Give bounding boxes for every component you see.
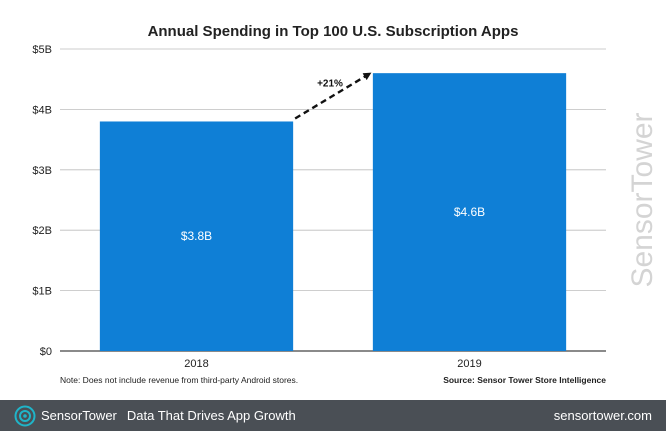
y-tick-label: $4B (32, 104, 52, 116)
footer-bar: SensorTower Data That Drives App Growth … (0, 400, 666, 431)
bar-chart: Annual Spending in Top 100 U.S. Subscrip… (32, 23, 659, 385)
y-tick-label: $2B (32, 225, 52, 237)
sensortower-watermark: SensorTower (626, 112, 659, 287)
y-tick-label: $1B (32, 286, 52, 298)
bars: $3.8B $4.6B (99, 73, 567, 351)
x-tick-label: 2018 (184, 358, 208, 370)
x-tick-label: 2019 (457, 358, 481, 370)
chart-source: Source: Sensor Tower Store Intelligence (443, 375, 606, 385)
bar-2019 (372, 73, 567, 351)
bar-value-label: $3.8B (181, 229, 212, 243)
footer-tagline: Data That Drives App Growth (126, 408, 296, 423)
brand-name-part2: Tower (82, 408, 117, 423)
growth-annotation: +21% (294, 72, 372, 120)
chart-note: Note: Does not include revenue from thir… (60, 375, 298, 385)
x-axis: 2018 2019 (184, 358, 481, 370)
growth-arrow (294, 72, 372, 120)
footer-url-link[interactable]: sensortower.com (553, 408, 652, 423)
bar-value-label: $4.6B (454, 205, 485, 219)
growth-percent-label: +21% (317, 78, 343, 89)
footer-brand-name: SensorTower (41, 408, 117, 423)
y-tick-label: $0 (40, 346, 52, 358)
y-tick-label: $3B (32, 165, 52, 177)
y-axis: $0 $1B $2B $3B $4B $5B (32, 44, 52, 358)
chart-title: Annual Spending in Top 100 U.S. Subscrip… (148, 23, 519, 40)
bar-2018 (99, 121, 294, 351)
sensortower-logo-icon (14, 405, 36, 426)
brand-name-part1: Sensor (41, 408, 83, 423)
y-tick-label: $5B (32, 44, 52, 56)
